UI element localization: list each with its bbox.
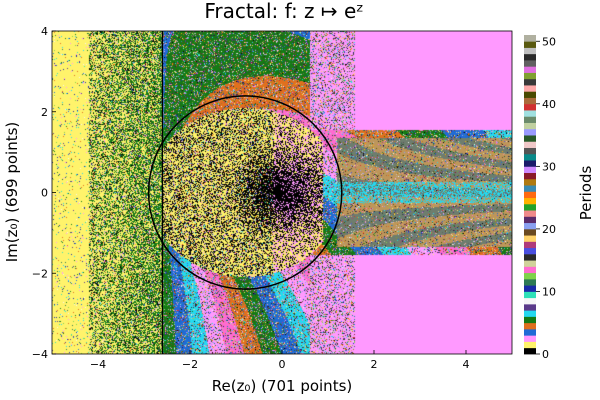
colorbar-segment (524, 191, 536, 199)
x-tick-label: −2 (182, 358, 198, 371)
fractal-heatmap (52, 31, 512, 354)
colorbar-segment (524, 91, 536, 98)
colorbar-segment (524, 222, 536, 230)
y-axis-ticks: −4 −2 0 2 4 (32, 25, 56, 361)
colorbar-segment (524, 341, 536, 349)
colorbar-ticks: 0 10 20 30 40 50 (536, 35, 556, 361)
colorbar-segment (524, 247, 536, 255)
colorbar-tick-label: 10 (542, 285, 556, 298)
colorbar-segment (524, 235, 536, 242)
x-tick-label: −4 (90, 358, 106, 371)
colorbar-segment (524, 297, 536, 305)
colorbar-segment (524, 135, 536, 142)
annotation-overlays (147, 31, 343, 354)
colorbar-segment (524, 316, 536, 324)
colorbar-tick-label: 40 (542, 98, 556, 111)
colorbar-segment (524, 160, 536, 167)
colorbar-segment (524, 66, 536, 73)
colorbar-segment (524, 285, 536, 292)
colorbar-segment (524, 185, 536, 192)
colorbar-segment (524, 147, 536, 155)
annotation-circle (147, 95, 343, 290)
colorbar-segment (524, 85, 536, 92)
colorbar-segment (524, 266, 536, 274)
colorbar-segment (524, 178, 536, 186)
x-tick-label: 0 (279, 358, 286, 371)
colorbar-segment (524, 228, 536, 236)
colorbar-tick-label: 50 (542, 35, 556, 48)
colorbar-segment (524, 335, 536, 342)
colorbar-segment (524, 72, 536, 80)
colorbar-segment (524, 166, 536, 174)
colorbar-tick-label: 20 (542, 223, 556, 236)
fractal-image-holder (52, 31, 512, 354)
colorbar-segment (524, 322, 536, 330)
colorbar-segment (524, 272, 536, 280)
colorbar-segment (524, 128, 536, 136)
colorbar-segment (524, 203, 536, 211)
colorbar-segment (524, 153, 536, 161)
y-axis-label: Im(z₀) (699 points) (3, 122, 21, 263)
y-tick-label: 4 (41, 25, 48, 38)
colorbar-segment (524, 35, 536, 42)
chart-title: Fractal: f: z ↦ eᶻ (204, 0, 363, 23)
colorbar-segment (524, 41, 536, 48)
y-tick-label: 2 (41, 106, 48, 119)
colorbar-segment (524, 347, 536, 355)
colorbar-segment (524, 216, 536, 224)
colorbar-tick-label: 30 (542, 160, 556, 173)
colorbar-label: Periods (577, 166, 595, 221)
x-axis-ticks: −4 −2 0 2 4 (90, 350, 470, 371)
colorbar-segment (524, 253, 536, 261)
colorbar-segment (524, 97, 536, 105)
colorbar-segment (524, 210, 536, 217)
y-tick-label: −2 (32, 267, 48, 280)
colorbar-segment (524, 122, 536, 130)
colorbar-segment (524, 141, 536, 148)
colorbar-segment (524, 260, 536, 267)
x-tick-label: 4 (463, 358, 470, 371)
colorbar-segment (524, 110, 536, 117)
colorbar-segment (524, 78, 536, 86)
colorbar-segment (524, 278, 536, 286)
colorbar (524, 35, 536, 355)
x-axis-label: Re(z₀) (701 points) (212, 377, 353, 395)
y-tick-label: −4 (32, 348, 48, 361)
y-tick-label: 0 (41, 187, 48, 200)
colorbar-segment (524, 60, 536, 67)
colorbar-segment (524, 53, 536, 61)
x-tick-label: 2 (371, 358, 378, 371)
colorbar-segment (524, 328, 536, 336)
colorbar-tick-label: 0 (542, 348, 549, 361)
colorbar-segment (524, 291, 536, 299)
colorbar-segment (524, 303, 536, 311)
colorbar-segment (524, 47, 536, 55)
colorbar-segment (524, 197, 536, 205)
colorbar-segment (524, 310, 536, 317)
colorbar-segment (524, 241, 536, 249)
colorbar-segment (524, 116, 536, 123)
colorbar-segment (524, 172, 536, 180)
colorbar-segment (524, 103, 536, 111)
